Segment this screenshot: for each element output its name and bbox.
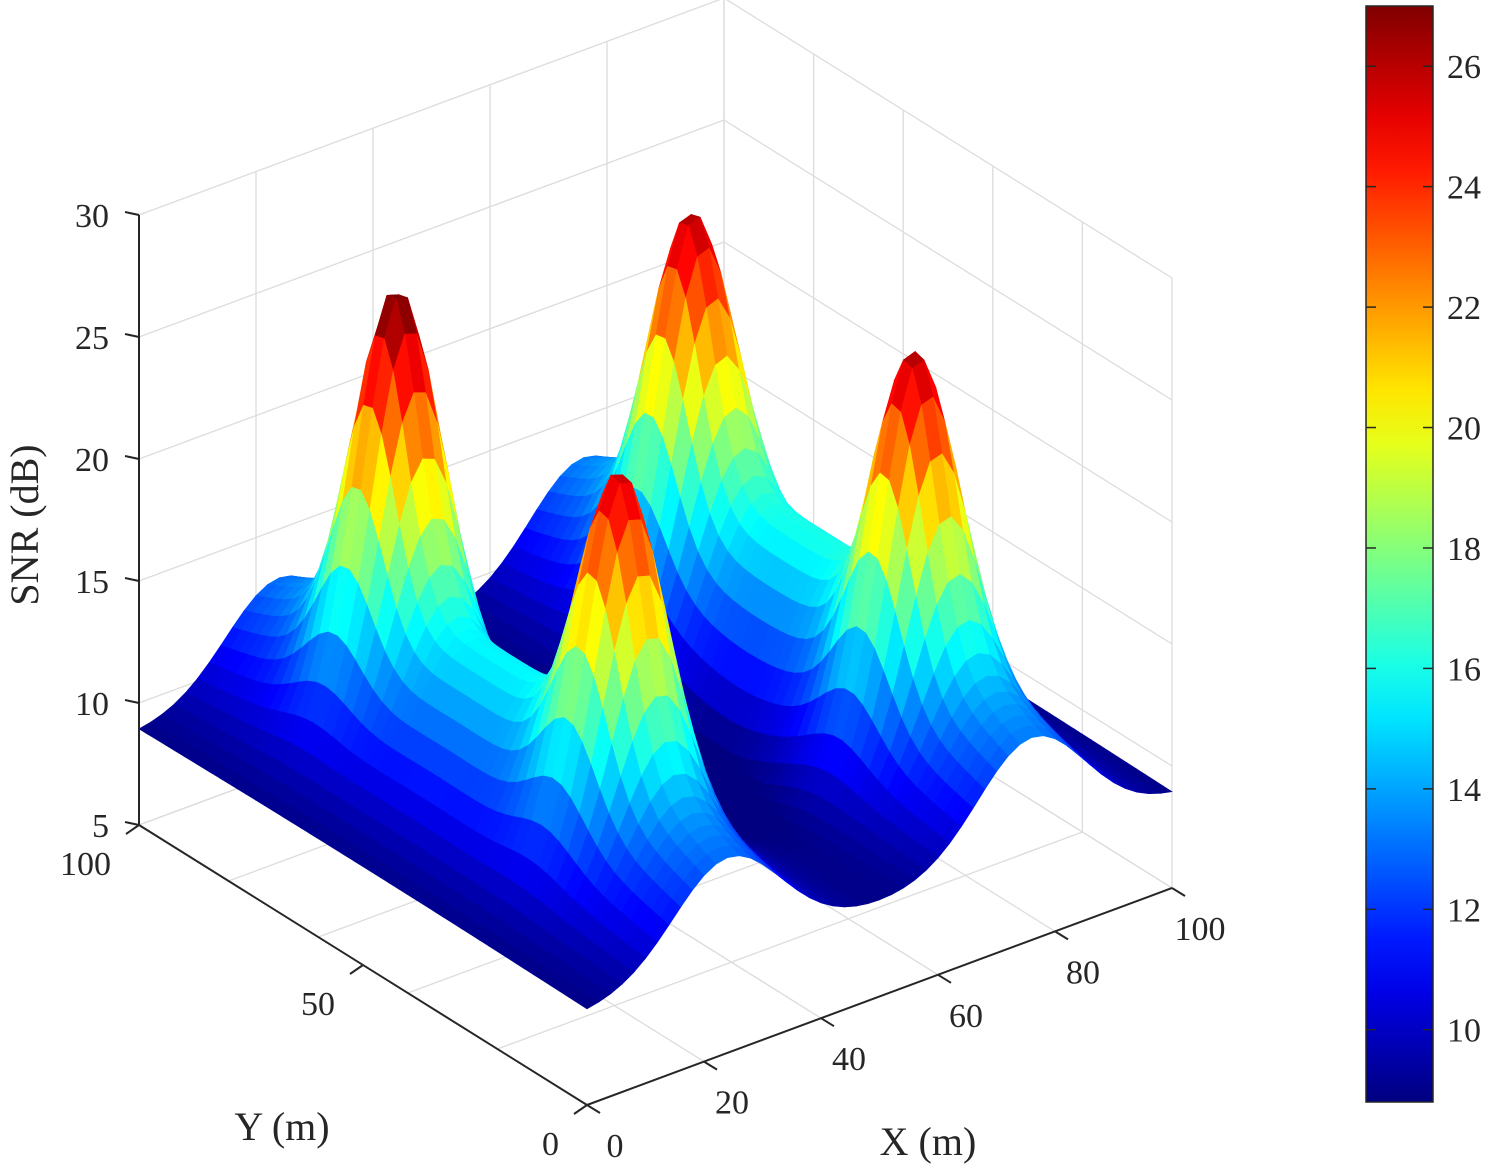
colorbar-tick-label: 16 bbox=[1447, 651, 1481, 688]
z-tick-label: 30 bbox=[75, 198, 109, 235]
x-tick bbox=[820, 1017, 835, 1028]
z-tick-label: 20 bbox=[75, 442, 109, 479]
y-tick-label: 50 bbox=[301, 986, 335, 1023]
colorbar-tick-label: 20 bbox=[1447, 411, 1481, 448]
colorbar-tick-label: 10 bbox=[1447, 1013, 1481, 1050]
surface-layer bbox=[138, 213, 1173, 1010]
y-tick bbox=[573, 1104, 588, 1115]
ticks-layer: 5 10 15 20 25 30 0 20 40 60 80 100 0 50 100 bbox=[60, 198, 1226, 1165]
z-tick bbox=[124, 211, 140, 216]
colorbar-tick-label: 22 bbox=[1447, 290, 1481, 327]
z-tick-label: 5 bbox=[92, 808, 109, 845]
surface-patch bbox=[577, 995, 600, 1010]
z-axis-label: SNR (dB) bbox=[2, 444, 47, 605]
z-tick bbox=[124, 577, 140, 582]
y-tick bbox=[349, 964, 364, 975]
x-tick-label: 0 bbox=[607, 1128, 624, 1165]
z-tick bbox=[124, 699, 140, 704]
colorbar-tick-label: 14 bbox=[1447, 772, 1481, 809]
colorbar-tick-label: 26 bbox=[1447, 49, 1481, 86]
x-tick bbox=[586, 1104, 601, 1114]
x-tick bbox=[1054, 930, 1069, 941]
x-axis-line bbox=[586, 887, 1173, 1106]
x-axis-label: X (m) bbox=[880, 1119, 977, 1164]
x-tick bbox=[703, 1060, 718, 1071]
colorbar-tick-label: 18 bbox=[1447, 531, 1481, 568]
colorbar-gradient bbox=[1365, 5, 1434, 1103]
y-tick bbox=[125, 824, 140, 835]
x-tick-label: 100 bbox=[1175, 911, 1226, 948]
x-tick bbox=[937, 973, 952, 984]
x-tick bbox=[1171, 887, 1186, 897]
z-tick bbox=[124, 821, 140, 826]
x-tick-label: 20 bbox=[715, 1085, 749, 1122]
x-tick-label: 40 bbox=[832, 1041, 866, 1078]
y-tick-label: 100 bbox=[60, 846, 111, 883]
x-tick-label: 80 bbox=[1066, 954, 1100, 991]
colorbar-tick-label: 12 bbox=[1447, 892, 1481, 929]
y-tick-label: 0 bbox=[542, 1126, 559, 1163]
z-tick bbox=[124, 333, 140, 338]
z-tick-label: 15 bbox=[75, 564, 109, 601]
x-tick-label: 60 bbox=[949, 998, 983, 1035]
y-axis-label: Y (m) bbox=[234, 1104, 329, 1149]
z-tick bbox=[124, 455, 140, 460]
colorbar: 10 12 14 16 18 20 22 24 26 bbox=[1365, 5, 1481, 1103]
colorbar-tick-label: 24 bbox=[1447, 170, 1481, 207]
z-tick-label: 10 bbox=[75, 686, 109, 723]
z-tick-label: 25 bbox=[75, 320, 109, 357]
colorbar-ticks: 10 12 14 16 18 20 22 24 26 bbox=[1366, 49, 1481, 1050]
